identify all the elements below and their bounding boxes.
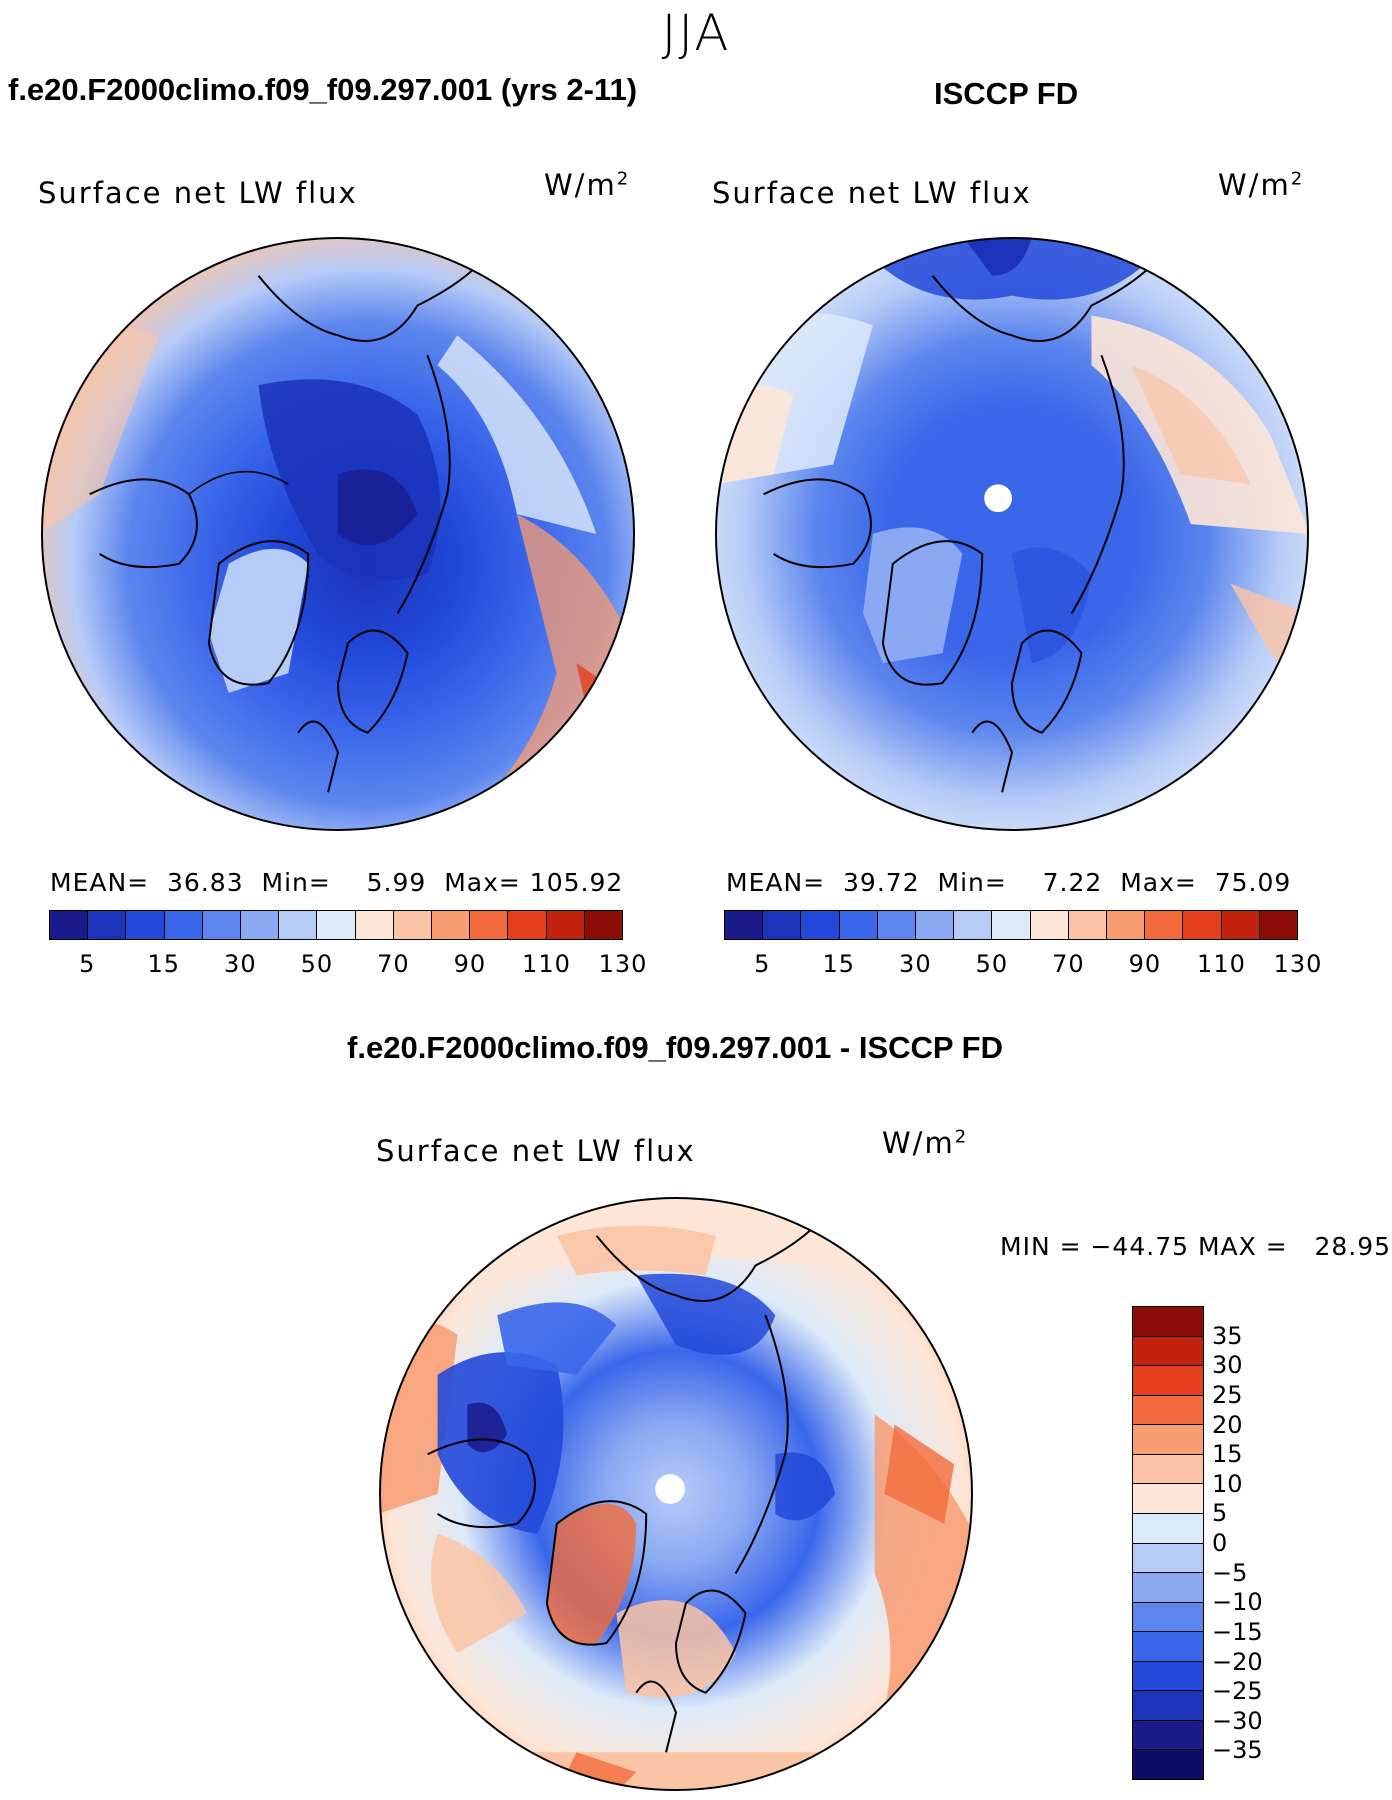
season-title: JJA: [661, 4, 731, 62]
colorbar-tick-label: 90: [453, 950, 487, 978]
obs-units-label: W/m2: [1218, 168, 1305, 202]
colorbar-swatch: [1133, 1395, 1203, 1426]
colorbar-tick-label: 15: [822, 950, 856, 978]
colorbar-swatch: [1133, 1307, 1203, 1337]
colorbar-swatch: [1133, 1691, 1203, 1721]
colorbar-swatch: [1133, 1750, 1203, 1779]
colorbar-tick-label: −25: [1212, 1677, 1263, 1706]
colorbar-tick-label: 50: [300, 950, 334, 978]
model-units-label: W/m2: [544, 168, 631, 202]
colorbar-swatch: [992, 911, 1031, 939]
colorbar-swatch: [725, 911, 764, 939]
colorbar-swatch: [508, 911, 547, 939]
model-variable-label: Surface net LW flux: [38, 176, 358, 210]
model-stats: MEAN= 36.83 Min= 5.99 Max= 105.92: [50, 868, 624, 897]
diff-colorbar: [1132, 1306, 1204, 1780]
colorbar-swatch: [801, 911, 840, 939]
model-colorbar: [49, 910, 623, 940]
colorbar-swatch: [393, 911, 433, 939]
colorbar-tick-label: 30: [899, 950, 932, 978]
obs-colorbar: [724, 910, 1298, 940]
colorbar-swatch: [241, 911, 280, 939]
colorbar-tick-label: 30: [224, 950, 257, 978]
colorbar-tick-label: 50: [975, 950, 1009, 978]
colorbar-swatch: [584, 911, 623, 939]
colorbar-tick-label: −5: [1212, 1558, 1248, 1587]
colorbar-swatch: [1221, 911, 1260, 939]
obs-panel-title: ISCCP FD: [934, 76, 1079, 111]
colorbar-tick-label: −30: [1212, 1706, 1263, 1735]
model-polar-map: [40, 236, 636, 832]
colorbar-tick-label: 5: [1212, 1499, 1228, 1528]
obs-polar-map: [714, 236, 1310, 832]
diff-units-label: W/m2: [882, 1126, 969, 1160]
colorbar-swatch: [126, 911, 165, 939]
colorbar-swatch: [954, 911, 993, 939]
colorbar-swatch: [1133, 1661, 1203, 1692]
colorbar-tick-label: −35: [1212, 1736, 1263, 1765]
colorbar-swatch: [1133, 1513, 1203, 1544]
colorbar-tick-label: 70: [377, 950, 410, 978]
colorbar-swatch: [1259, 911, 1298, 939]
colorbar-swatch: [1183, 911, 1222, 939]
colorbar-tick-label: 35: [1212, 1321, 1243, 1350]
colorbar-swatch: [1133, 1543, 1203, 1574]
model-colorbar-labels: 5 15 30 50 70 90 110 130: [49, 950, 646, 980]
diff-min-max: MIN = −44.75 MAX = 28.95: [1000, 1232, 1392, 1261]
colorbar-tick-label: 5: [754, 950, 771, 978]
obs-stats: MEAN= 39.72 Min= 7.22 Max= 75.09: [726, 868, 1292, 897]
colorbar-tick-label: 25: [1212, 1380, 1243, 1409]
colorbar-tick-label: 0: [1212, 1529, 1228, 1557]
colorbar-swatch: [1107, 911, 1146, 939]
colorbar-swatch: [877, 911, 917, 939]
colorbar-tick-label: 110: [522, 950, 571, 978]
colorbar-tick-label: 70: [1052, 950, 1085, 978]
colorbar-tick-label: 90: [1128, 950, 1162, 978]
colorbar-tick-label: 10: [1212, 1469, 1243, 1498]
colorbar-swatch: [1133, 1454, 1203, 1485]
colorbar-swatch: [1145, 911, 1184, 939]
colorbar-tick-label: −20: [1212, 1647, 1263, 1676]
diff-variable-label: Surface net LW flux: [376, 1134, 696, 1168]
colorbar-tick-label: 15: [147, 950, 181, 978]
colorbar-swatch: [763, 911, 802, 939]
colorbar-tick-label: 30: [1212, 1351, 1243, 1380]
colorbar-swatch: [1133, 1366, 1203, 1396]
colorbar-swatch: [470, 911, 509, 939]
colorbar-swatch: [279, 911, 318, 939]
colorbar-tick-label: 130: [598, 950, 648, 978]
colorbar-tick-label: 5: [79, 950, 96, 978]
diff-polar-map: [378, 1196, 974, 1792]
colorbar-swatch: [1068, 911, 1108, 939]
colorbar-swatch: [1133, 1336, 1203, 1367]
colorbar-swatch: [546, 911, 585, 939]
colorbar-swatch: [88, 911, 127, 939]
colorbar-swatch: [355, 911, 394, 939]
colorbar-swatch: [1133, 1720, 1203, 1751]
colorbar-swatch: [164, 911, 203, 939]
obs-variable-label: Surface net LW flux: [712, 176, 1032, 210]
colorbar-tick-label: 130: [1273, 950, 1323, 978]
colorbar-swatch: [916, 911, 955, 939]
colorbar-swatch: [202, 911, 242, 939]
model-panel-title: f.e20.F2000climo.f09_f09.297.001 (yrs 2-…: [8, 72, 638, 107]
diff-panel-title: f.e20.F2000climo.f09_f09.297.001 - ISCCP…: [347, 1030, 1003, 1065]
obs-colorbar-labels: 5 15 30 50 70 90 110 130: [724, 950, 1321, 980]
colorbar-tick-label: 15: [1212, 1440, 1243, 1469]
colorbar-swatch: [1030, 911, 1069, 939]
colorbar-swatch: [1133, 1602, 1203, 1633]
colorbar-swatch: [317, 911, 356, 939]
colorbar-swatch: [1133, 1632, 1203, 1662]
colorbar-swatch: [1133, 1425, 1203, 1455]
colorbar-tick-label: −15: [1212, 1617, 1263, 1646]
colorbar-swatch: [1133, 1484, 1203, 1514]
colorbar-tick-label: −10: [1212, 1588, 1263, 1617]
colorbar-swatch: [432, 911, 471, 939]
colorbar-swatch: [1133, 1573, 1203, 1603]
colorbar-tick-label: 20: [1212, 1410, 1243, 1439]
colorbar-swatch: [50, 911, 89, 939]
colorbar-tick-label: 110: [1197, 950, 1246, 978]
colorbar-swatch: [839, 911, 878, 939]
